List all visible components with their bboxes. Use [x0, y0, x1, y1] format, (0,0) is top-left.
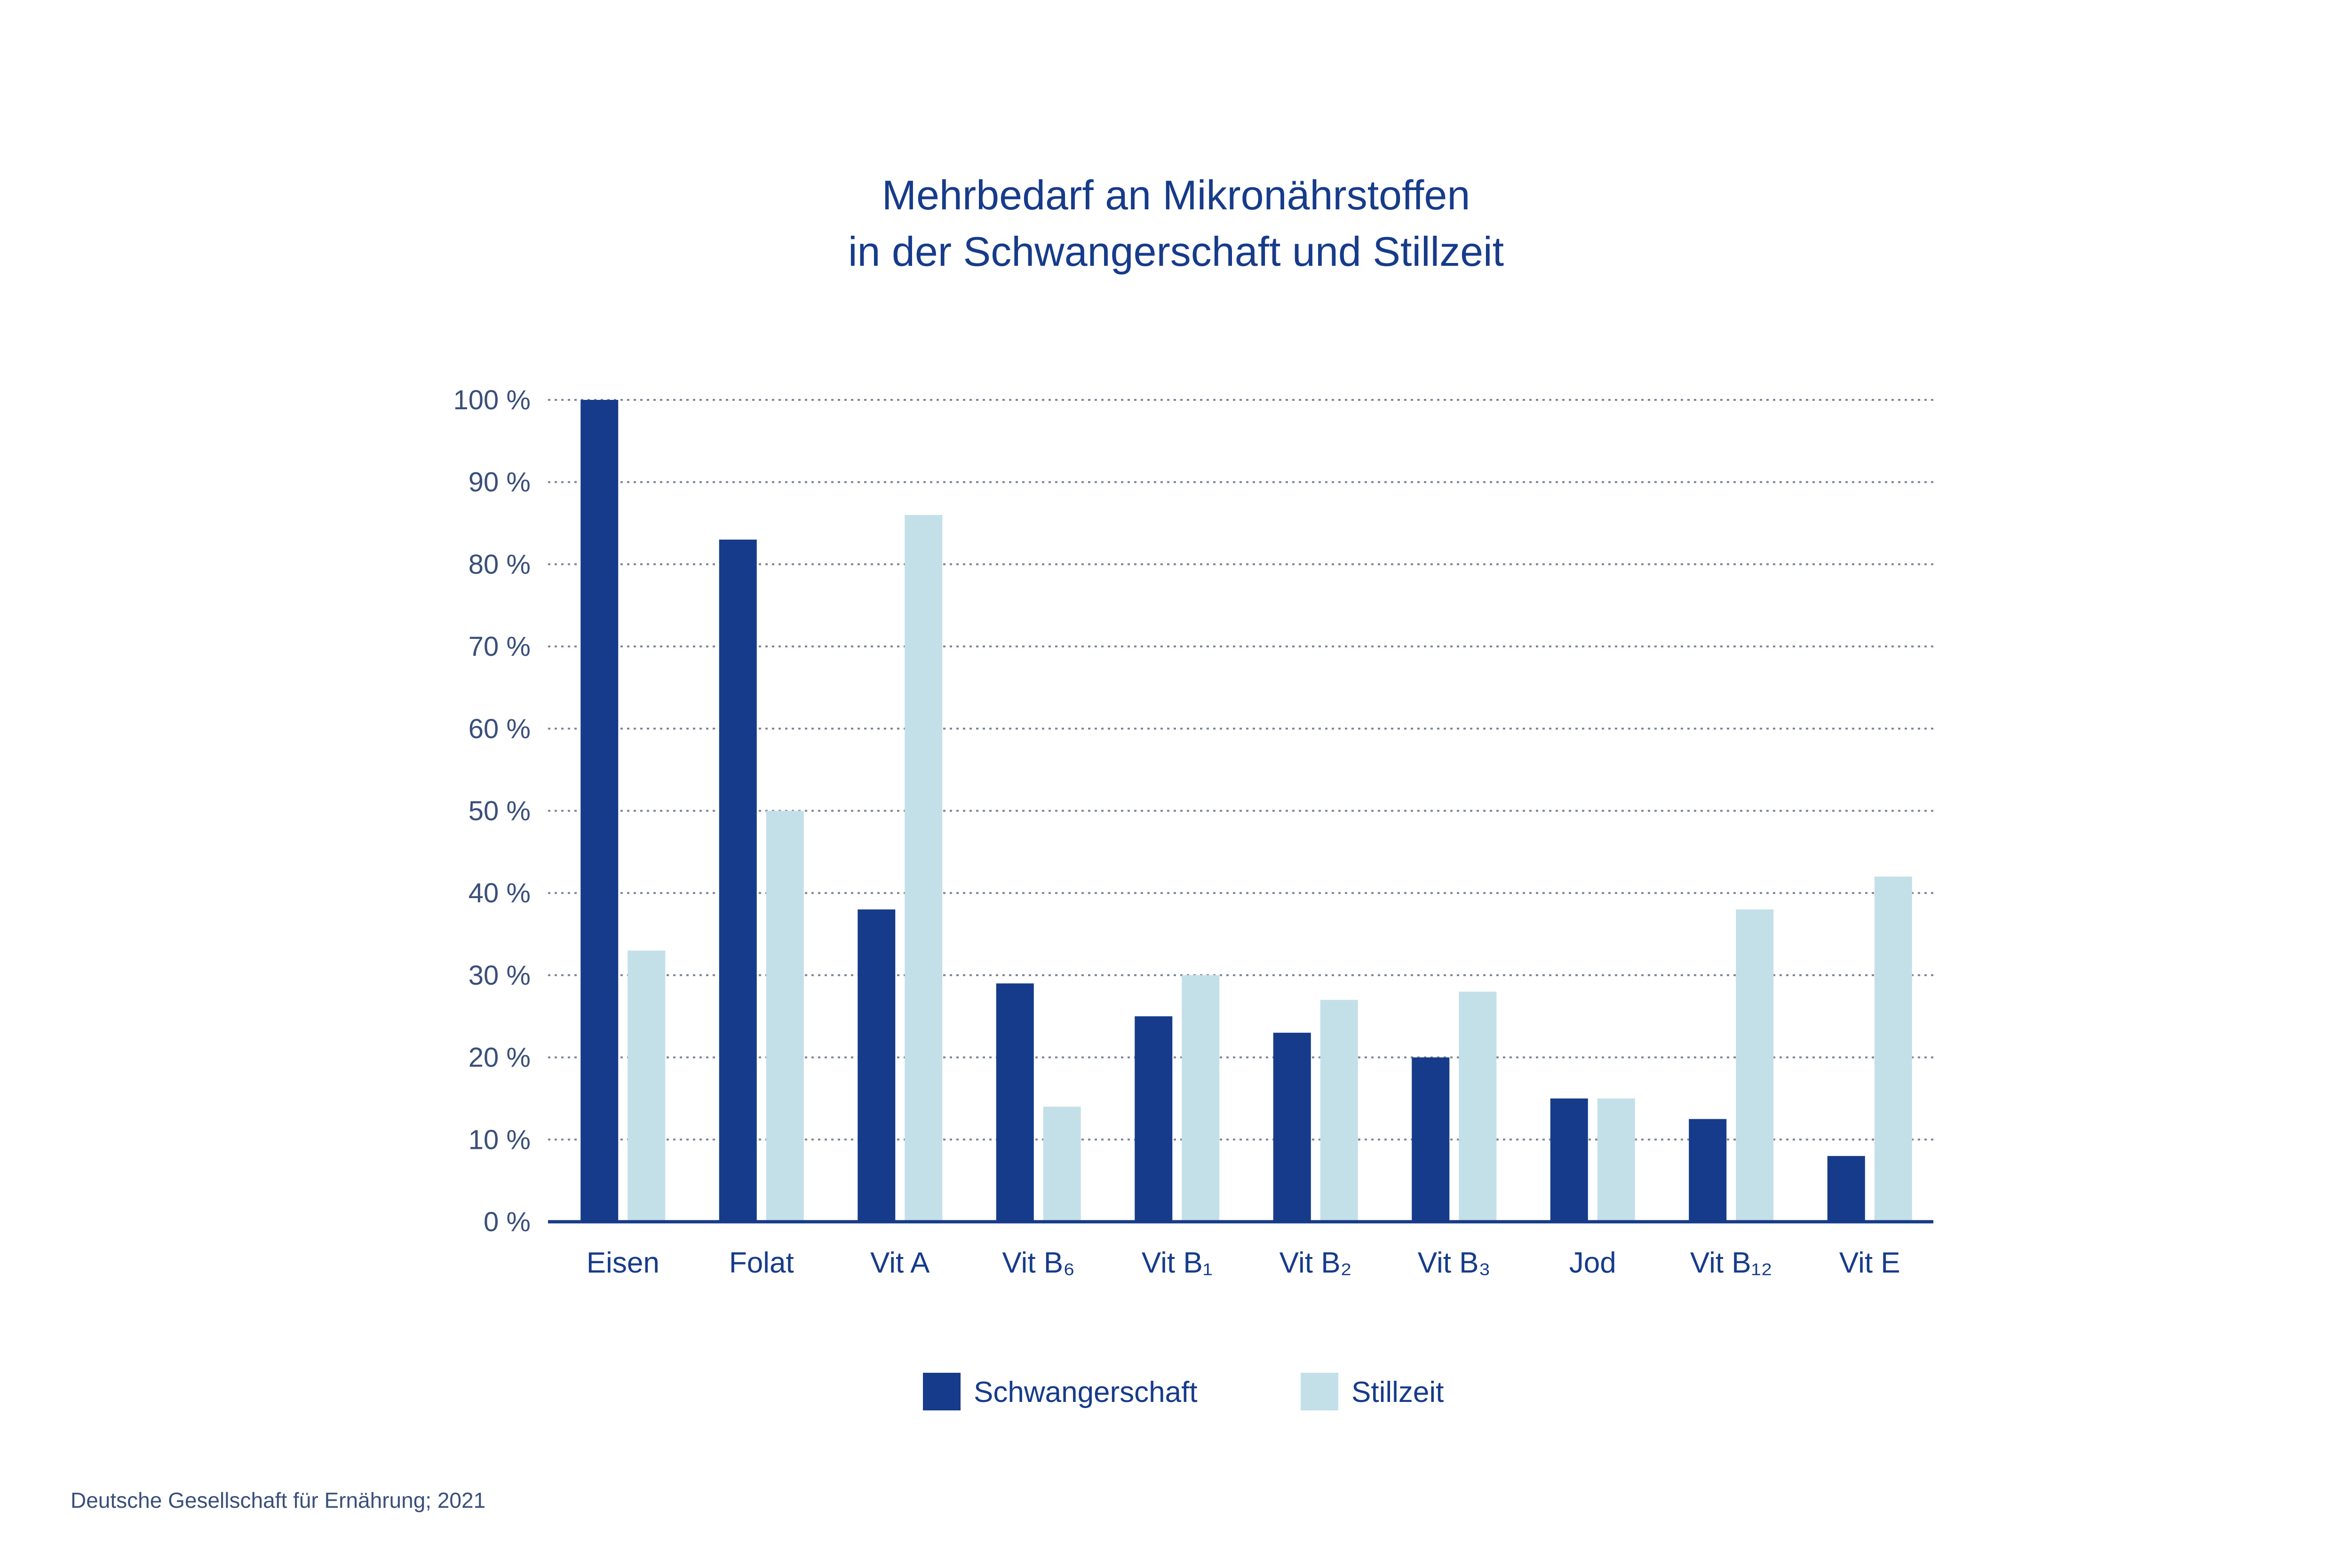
- x-tick-label: Vit B₁: [1142, 1247, 1213, 1279]
- legend-swatch-schwangerschaft: [923, 1373, 961, 1410]
- y-tick-label: 40 %: [469, 878, 531, 908]
- bar-schwangerschaft-9: [1827, 1156, 1865, 1222]
- source-note: Deutsche Gesellschaft für Ernährung; 202…: [71, 1488, 485, 1512]
- bar-stillzeit-6: [1459, 991, 1497, 1222]
- bar-schwangerschaft-7: [1550, 1098, 1588, 1222]
- y-tick-label: 50 %: [469, 796, 531, 827]
- legend-label-schwangerschaft: Schwangerschaft: [974, 1376, 1198, 1409]
- bar-stillzeit-9: [1874, 876, 1912, 1222]
- legend: Schwangerschaft Stillzeit: [923, 1373, 1444, 1410]
- x-tick-label: Vit B₃: [1418, 1247, 1491, 1279]
- bar-stillzeit-4: [1182, 975, 1220, 1222]
- x-tick-label: Eisen: [587, 1247, 660, 1279]
- y-tick-label: 80 %: [469, 549, 531, 580]
- chart-title: Mehrbedarf an Mikronährstoffen in der Sc…: [848, 172, 1504, 275]
- x-tick-label: Folat: [729, 1247, 794, 1279]
- y-tick-label: 70 %: [469, 631, 531, 662]
- y-tick-label: 90 %: [469, 467, 531, 498]
- bar-schwangerschaft-1: [719, 539, 757, 1222]
- bar-stillzeit-8: [1736, 909, 1774, 1222]
- x-tick-label: Vit B₂: [1279, 1247, 1352, 1279]
- bar-stillzeit-2: [905, 515, 943, 1222]
- x-axis-ticks: Eisen Folat Vit A Vit B₆ Vit B₁ Vit B₂ Vit B₃ J…: [587, 1247, 1900, 1279]
- bar-stillzeit-3: [1043, 1106, 1081, 1222]
- bar-stillzeit-7: [1597, 1098, 1635, 1222]
- bar-schwangerschaft-2: [858, 909, 896, 1222]
- bar-stillzeit-5: [1320, 1000, 1358, 1222]
- y-tick-label: 60 %: [469, 714, 531, 744]
- bar-schwangerschaft-6: [1412, 1057, 1450, 1222]
- x-tick-label: Vit E: [1839, 1247, 1900, 1279]
- x-tick-label: Vit A: [870, 1247, 930, 1279]
- legend-label-stillzeit: Stillzeit: [1351, 1376, 1444, 1409]
- x-tick-label: Vit B₆: [1002, 1247, 1075, 1279]
- bar-schwangerschaft-3: [996, 983, 1034, 1222]
- bar-stillzeit-1: [766, 811, 804, 1222]
- chart-title-line-2: in der Schwangerschaft und Stillzeit: [848, 228, 1504, 275]
- chart-title-line-1: Mehrbedarf an Mikronährstoffen: [882, 172, 1470, 218]
- bar-stillzeit-0: [628, 950, 666, 1222]
- y-tick-label: 10 %: [469, 1124, 531, 1155]
- bar-schwangerschaft-8: [1689, 1119, 1727, 1222]
- y-tick-label: 100 %: [453, 385, 531, 415]
- legend-swatch-stillzeit: [1301, 1373, 1338, 1410]
- bar-schwangerschaft-4: [1135, 1016, 1173, 1222]
- bar-schwangerschaft-0: [580, 400, 619, 1222]
- x-tick-label: Vit B₁₂: [1690, 1247, 1772, 1279]
- y-tick-label: 0 %: [484, 1207, 531, 1237]
- y-tick-label: 20 %: [469, 1043, 531, 1073]
- y-tick-label: 30 %: [469, 960, 531, 991]
- bar-schwangerschaft-5: [1273, 1033, 1311, 1222]
- x-tick-label: Jod: [1569, 1247, 1616, 1279]
- bars: [580, 400, 1912, 1222]
- y-axis-ticks: 0 % 10 % 20 % 30 % 40 % 50 % 60 % 70 % 80 % 90 % 1…: [453, 385, 531, 1237]
